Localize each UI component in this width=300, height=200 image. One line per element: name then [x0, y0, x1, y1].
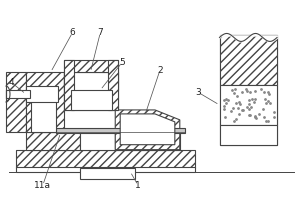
Point	[268, 102, 272, 105]
Point	[222, 108, 226, 111]
Bar	[56, 128, 185, 133]
Point	[235, 107, 240, 110]
Point	[266, 119, 271, 123]
Bar	[26, 86, 58, 102]
Point	[226, 98, 230, 101]
Point	[221, 99, 226, 102]
Point	[272, 110, 276, 113]
Bar	[70, 90, 112, 110]
Polygon shape	[120, 114, 175, 145]
Point	[235, 95, 239, 98]
Bar	[220, 35, 277, 145]
Point	[231, 106, 236, 110]
Point	[229, 88, 234, 92]
Bar	[6, 90, 30, 98]
Point	[229, 109, 234, 113]
Point	[221, 104, 226, 108]
Point	[244, 88, 248, 91]
Text: 6: 6	[70, 28, 75, 37]
Text: 3: 3	[195, 88, 200, 97]
Text: 1: 1	[135, 181, 141, 190]
Point	[247, 108, 252, 111]
Point	[232, 92, 237, 95]
Text: 7: 7	[98, 28, 103, 37]
Point	[263, 97, 268, 101]
Point	[264, 119, 269, 122]
Point	[260, 107, 265, 111]
Bar	[64, 60, 118, 72]
Bar	[80, 132, 115, 150]
Bar	[64, 72, 118, 110]
Bar	[220, 35, 277, 85]
Point	[246, 99, 251, 102]
Bar	[26, 72, 64, 132]
Point	[262, 115, 266, 118]
Point	[253, 115, 257, 118]
Point	[245, 105, 250, 109]
Point	[249, 98, 254, 101]
Point	[261, 91, 266, 94]
Point	[265, 91, 270, 94]
Text: 5: 5	[119, 58, 125, 67]
Point	[241, 108, 245, 111]
Point	[256, 112, 261, 115]
Point	[237, 103, 242, 106]
Point	[265, 100, 270, 103]
Bar	[80, 168, 135, 179]
Point	[247, 103, 252, 106]
Bar	[16, 150, 195, 168]
Point	[266, 93, 271, 96]
Polygon shape	[115, 110, 180, 150]
Point	[253, 98, 257, 101]
Point	[232, 87, 237, 90]
Bar	[26, 132, 80, 150]
Point	[254, 116, 258, 119]
Point	[247, 114, 252, 117]
Point	[234, 117, 239, 120]
Bar	[115, 132, 180, 150]
Point	[234, 101, 239, 104]
Point	[271, 116, 276, 119]
Point	[251, 100, 256, 104]
Point	[239, 109, 244, 112]
Text: 4: 4	[8, 78, 14, 87]
Point	[236, 112, 241, 115]
Point	[247, 113, 251, 116]
Bar	[108, 60, 118, 110]
Bar	[16, 167, 195, 171]
Point	[247, 90, 252, 94]
Point	[259, 88, 263, 91]
Text: 2: 2	[157, 66, 163, 75]
Bar	[220, 125, 277, 145]
Text: 11a: 11a	[34, 181, 51, 190]
Point	[253, 114, 258, 117]
Point	[236, 100, 241, 104]
Point	[240, 91, 244, 94]
Point	[263, 102, 268, 105]
Point	[231, 119, 236, 122]
Bar	[220, 85, 277, 125]
Point	[245, 89, 250, 92]
Bar	[31, 87, 56, 132]
Bar	[64, 60, 74, 110]
Point	[223, 101, 228, 104]
Point	[224, 97, 229, 100]
Bar	[64, 72, 118, 90]
Point	[248, 106, 253, 109]
Polygon shape	[6, 72, 26, 132]
Point	[223, 115, 228, 119]
Point	[252, 90, 257, 93]
